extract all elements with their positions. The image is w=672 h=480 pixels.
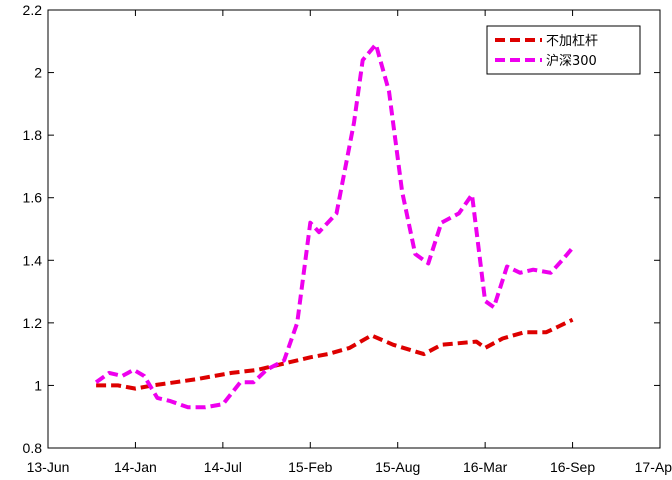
x-axis: 13-Jun 14-Jan 14-Jul 15-Feb 15-Aug 16-Mar 16-S…: [27, 10, 672, 475]
plot-area: [47, 9, 661, 449]
legend: 不加杠杆 沪深300: [486, 25, 641, 75]
y-tick-label: 2: [34, 65, 42, 81]
series-line-2: [94, 42, 575, 410]
y-tick-label: 1.8: [23, 127, 43, 143]
y-tick-label: 0.8: [23, 440, 43, 456]
x-tick-label: 16-Sep: [550, 459, 595, 475]
y-tick-label: 2.2: [23, 2, 43, 18]
x-tick-label: 13-Jun: [27, 459, 70, 475]
y-tick-label: 1: [34, 377, 42, 393]
x-tick-label: 14-Jan: [114, 459, 157, 475]
x-tick-label: 17-Ap: [635, 459, 672, 475]
x-tick-label: 16-Mar: [463, 459, 508, 475]
legend-label-series-2: 沪深300: [546, 53, 597, 69]
legend-box: [486, 25, 641, 75]
series-lines: [94, 42, 575, 410]
y-tick-label: 1.6: [23, 190, 43, 206]
x-tick-label: 15-Feb: [288, 459, 333, 475]
x-tick-label: 15-Aug: [375, 459, 420, 475]
y-axis: 0.8 1 1.2 1.4 1.6 1.8 2 2.2: [23, 2, 660, 456]
legend-label-series-1: 不加杠杆: [546, 33, 598, 49]
x-tick-label: 14-Jul: [204, 459, 242, 475]
y-tick-label: 1.2: [23, 315, 43, 331]
y-tick-label: 1.4: [23, 252, 43, 268]
series-line-1: [96, 317, 574, 391]
